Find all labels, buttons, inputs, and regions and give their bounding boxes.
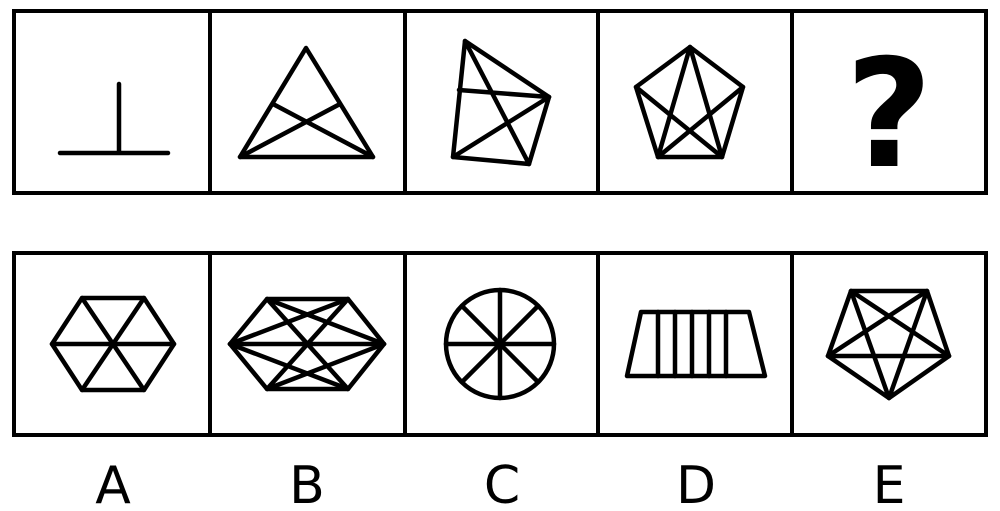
option-labels: A B C D E [95,456,905,511]
option-d-figure[interactable] [624,309,768,379]
option-c-figure[interactable] [443,287,557,401]
question-figure-3 [450,38,552,167]
option-e-label[interactable]: E [873,456,906,511]
option-a-figure[interactable] [49,295,177,393]
options-row [12,251,988,437]
option-e-figure[interactable] [825,288,952,401]
question-row: ? [12,9,988,202]
option-b-figure[interactable] [227,296,387,392]
option-a-label[interactable]: A [95,456,131,511]
option-c-label[interactable]: C [484,456,520,511]
question-figure-2 [237,45,376,160]
question-row-frame [12,9,988,195]
unknown-answer-mark: ? [845,28,932,202]
question-figure-1 [57,81,171,156]
option-b-label[interactable]: B [289,456,325,511]
option-d-label[interactable]: D [676,456,716,511]
options-row-frame [12,251,988,437]
question-figure-4 [633,44,746,160]
